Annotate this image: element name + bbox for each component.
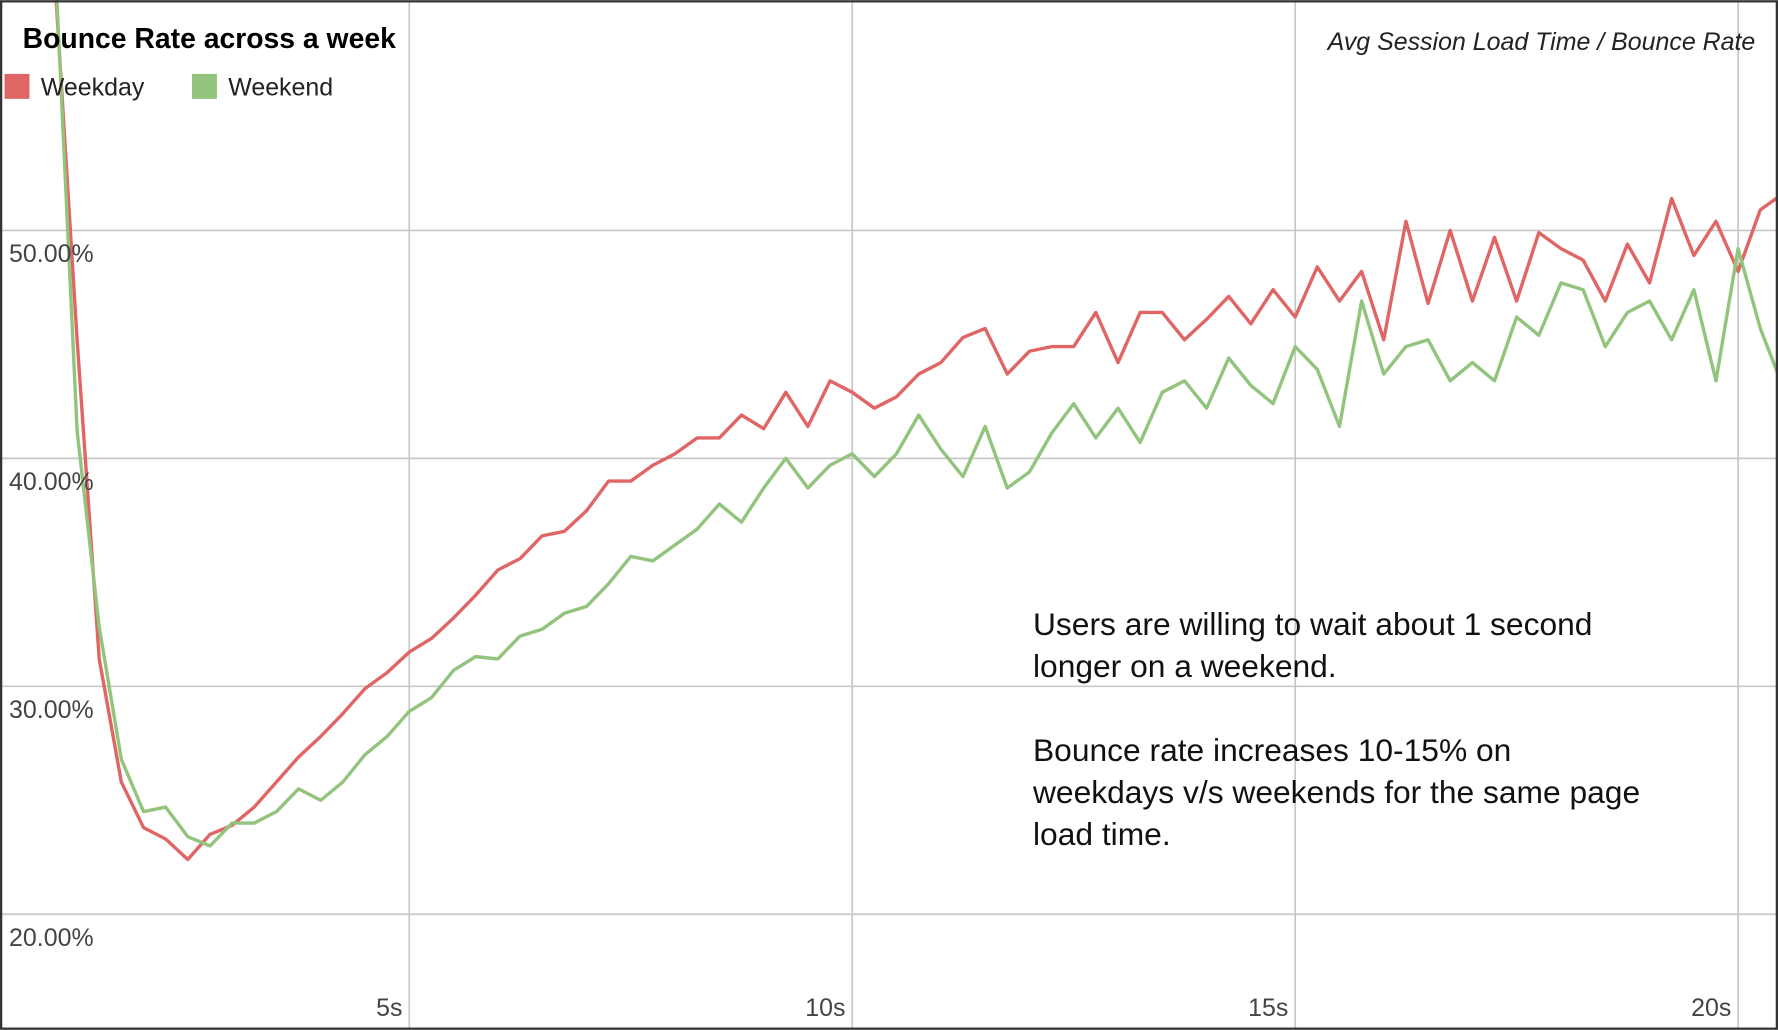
annotation: Bounce rate increases 10-15% on: [1033, 732, 1511, 768]
chart-title: Bounce Rate across a week: [23, 23, 396, 55]
y-tick-label: 50.00%: [9, 240, 94, 268]
legend-swatch: [4, 73, 30, 99]
legend-label: Weekday: [41, 73, 145, 101]
axis-label: Avg Session Load Time / Bounce Rate: [1326, 28, 1756, 56]
legend-swatch: [191, 73, 217, 99]
x-tick-label: 15s: [1248, 994, 1288, 1022]
labels: 20.00% 30.00% 40.00% 50.00% 5s 10s 15s 20s Weekd…: [4, 73, 1731, 1022]
x-tick-label: 20s: [1691, 994, 1731, 1022]
series-line: [54, 0, 1778, 862]
annotation: longer on a weekend.: [1033, 648, 1337, 684]
annotation: Users are willing to wait about 1 second: [1033, 606, 1592, 642]
x-tick-label: 5s: [376, 994, 402, 1022]
series-line: [55, 0, 1778, 848]
annotation: weekdays v/s weekends for the same page: [1032, 774, 1640, 810]
legend-label: Weekend: [228, 73, 333, 101]
annotation: load time.: [1033, 816, 1171, 852]
x-tick-label: 10s: [805, 994, 845, 1022]
y-tick-label: 30.00%: [9, 696, 94, 724]
plot-lines: [54, 0, 1778, 862]
y-tick-label: 40.00%: [9, 468, 94, 496]
y-tick-label: 20.00%: [9, 924, 94, 952]
